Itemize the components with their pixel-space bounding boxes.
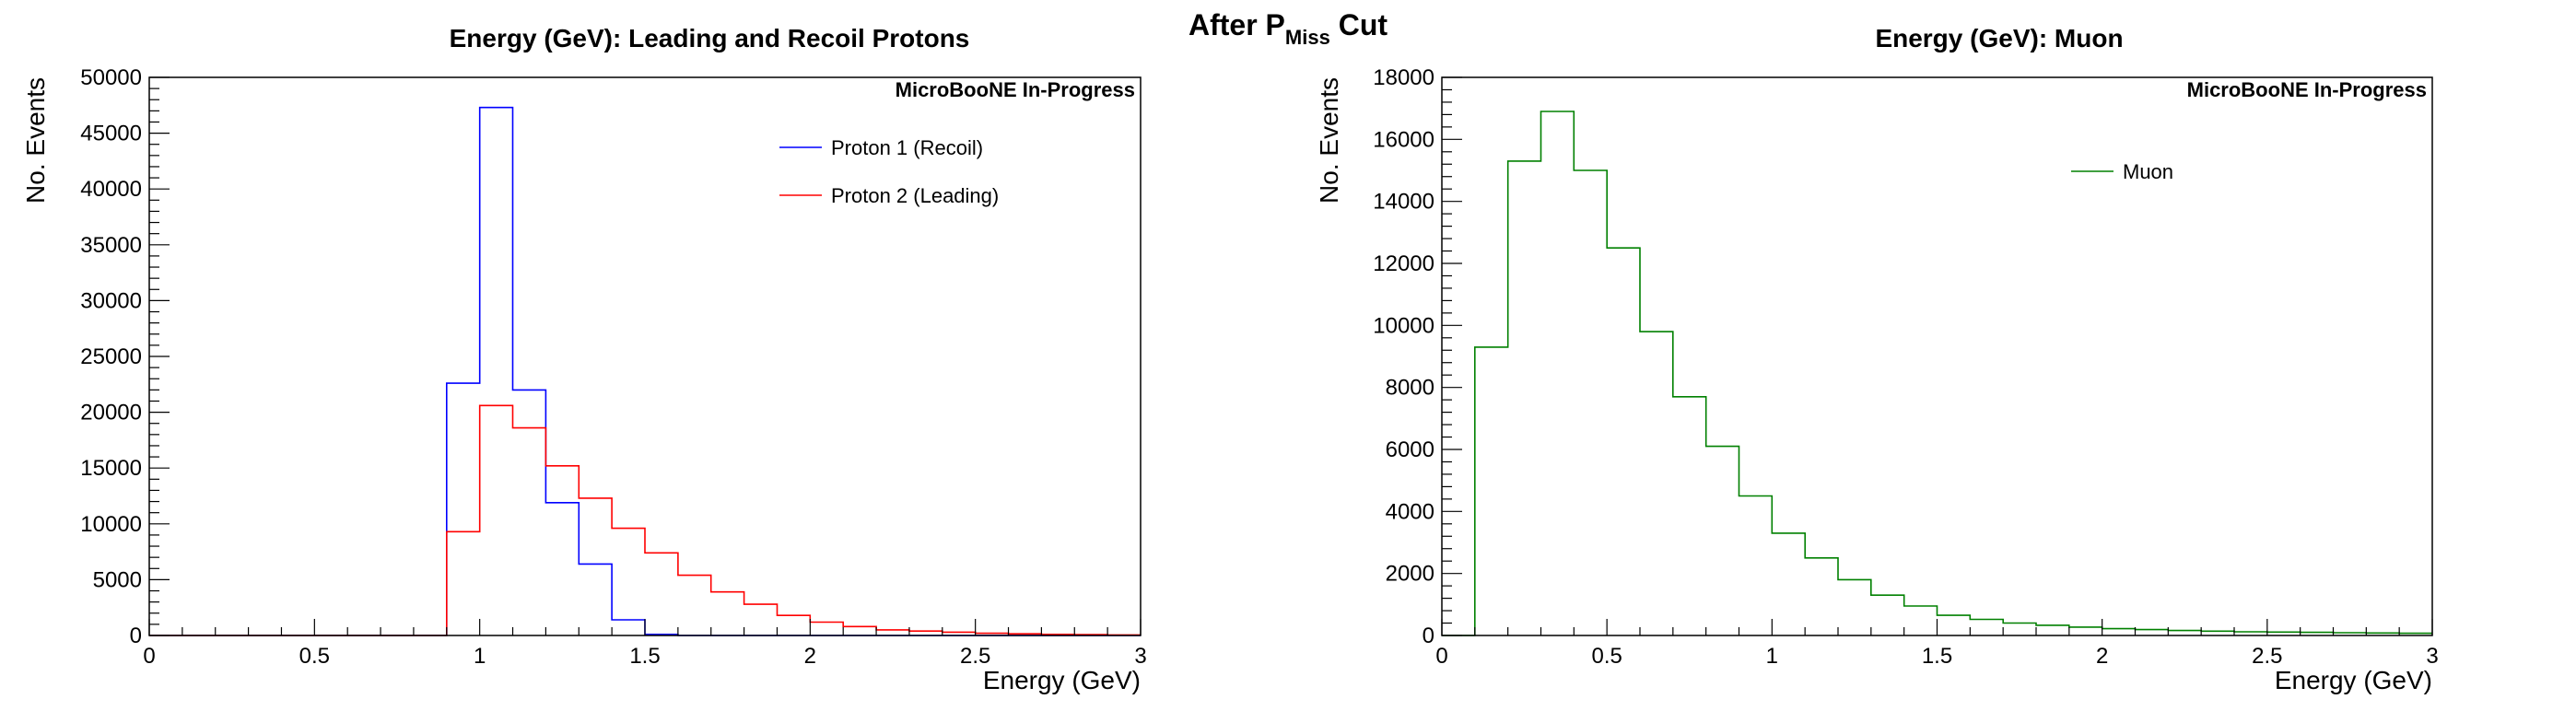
y-tick-label: 45000 xyxy=(80,122,142,146)
y-tick-label: 0 xyxy=(130,624,142,648)
y-tick-label: 14000 xyxy=(1373,190,1434,215)
chart-proton-energy: Energy (GeV): Leading and Recoil Protons… xyxy=(21,24,1147,694)
y-tick-label: 30000 xyxy=(80,288,142,313)
figure-title-subscript: Miss xyxy=(1285,26,1330,49)
y-tick-label: 40000 xyxy=(80,177,142,202)
y-tick-label: 0 xyxy=(1423,624,1434,648)
y-tick-label: 50000 xyxy=(80,65,142,90)
figure-title-main: After P xyxy=(1188,8,1285,41)
legend-label: Proton 2 (Leading) xyxy=(831,184,999,207)
y-axis-label: No. Events xyxy=(21,77,50,204)
x-tick-label: 3 xyxy=(1134,644,1146,669)
x-tick-label: 2 xyxy=(804,644,816,669)
y-tick-label: 25000 xyxy=(80,344,142,369)
x-tick-label: 3 xyxy=(2426,644,2438,669)
y-tick-label: 2000 xyxy=(1386,562,1434,587)
x-tick-label: 1.5 xyxy=(1922,644,1952,669)
figure-title-suffix: Cut xyxy=(1330,8,1388,41)
x-tick-label: 0 xyxy=(1435,644,1447,669)
y-tick-label: 10000 xyxy=(80,512,142,537)
microboone-annotation: MicroBooNE In-Progress xyxy=(896,78,1135,101)
y-tick-label: 8000 xyxy=(1386,376,1434,401)
chart-title: Energy (GeV): Muon xyxy=(1875,24,2123,52)
figure-title: After PMiss Cut xyxy=(1188,8,1388,49)
x-tick-label: 1 xyxy=(1766,644,1778,669)
x-tick-label: 2.5 xyxy=(2252,644,2282,669)
microboone-annotation: MicroBooNE In-Progress xyxy=(2187,78,2427,101)
y-axis-label: No. Events xyxy=(1315,77,1343,204)
x-tick-label: 0.5 xyxy=(299,644,330,669)
chart-title: Energy (GeV): Leading and Recoil Protons xyxy=(450,24,970,52)
y-tick-label: 10000 xyxy=(1373,313,1434,338)
y-tick-label: 6000 xyxy=(1386,437,1434,462)
legend-label: Muon xyxy=(2123,160,2173,183)
x-tick-label: 1.5 xyxy=(629,644,660,669)
y-tick-label: 4000 xyxy=(1386,499,1434,524)
x-tick-label: 1 xyxy=(474,644,486,669)
y-tick-label: 18000 xyxy=(1373,65,1434,90)
x-tick-label: 0.5 xyxy=(1591,644,1622,669)
series-line-muon xyxy=(1442,111,2432,636)
y-tick-label: 12000 xyxy=(1373,251,1434,276)
y-tick-label: 5000 xyxy=(93,567,142,592)
y-tick-label: 15000 xyxy=(80,456,142,481)
y-tick-label: 16000 xyxy=(1373,127,1434,152)
series-line-proton-2-leading xyxy=(149,404,1141,636)
x-tick-label: 2.5 xyxy=(960,644,990,669)
chart-muon-energy: Energy (GeV): Muon No. Events Energy (Ge… xyxy=(1315,24,2439,694)
y-tick-label: 20000 xyxy=(80,401,142,425)
x-tick-label: 0 xyxy=(143,644,155,669)
x-tick-label: 2 xyxy=(2096,644,2108,669)
y-tick-label: 35000 xyxy=(80,233,142,258)
plot-frame xyxy=(1441,76,2433,636)
x-axis-label: Energy (GeV) xyxy=(983,666,1141,694)
x-axis-label: Energy (GeV) xyxy=(2275,666,2432,694)
legend-label: Proton 1 (Recoil) xyxy=(831,136,983,159)
